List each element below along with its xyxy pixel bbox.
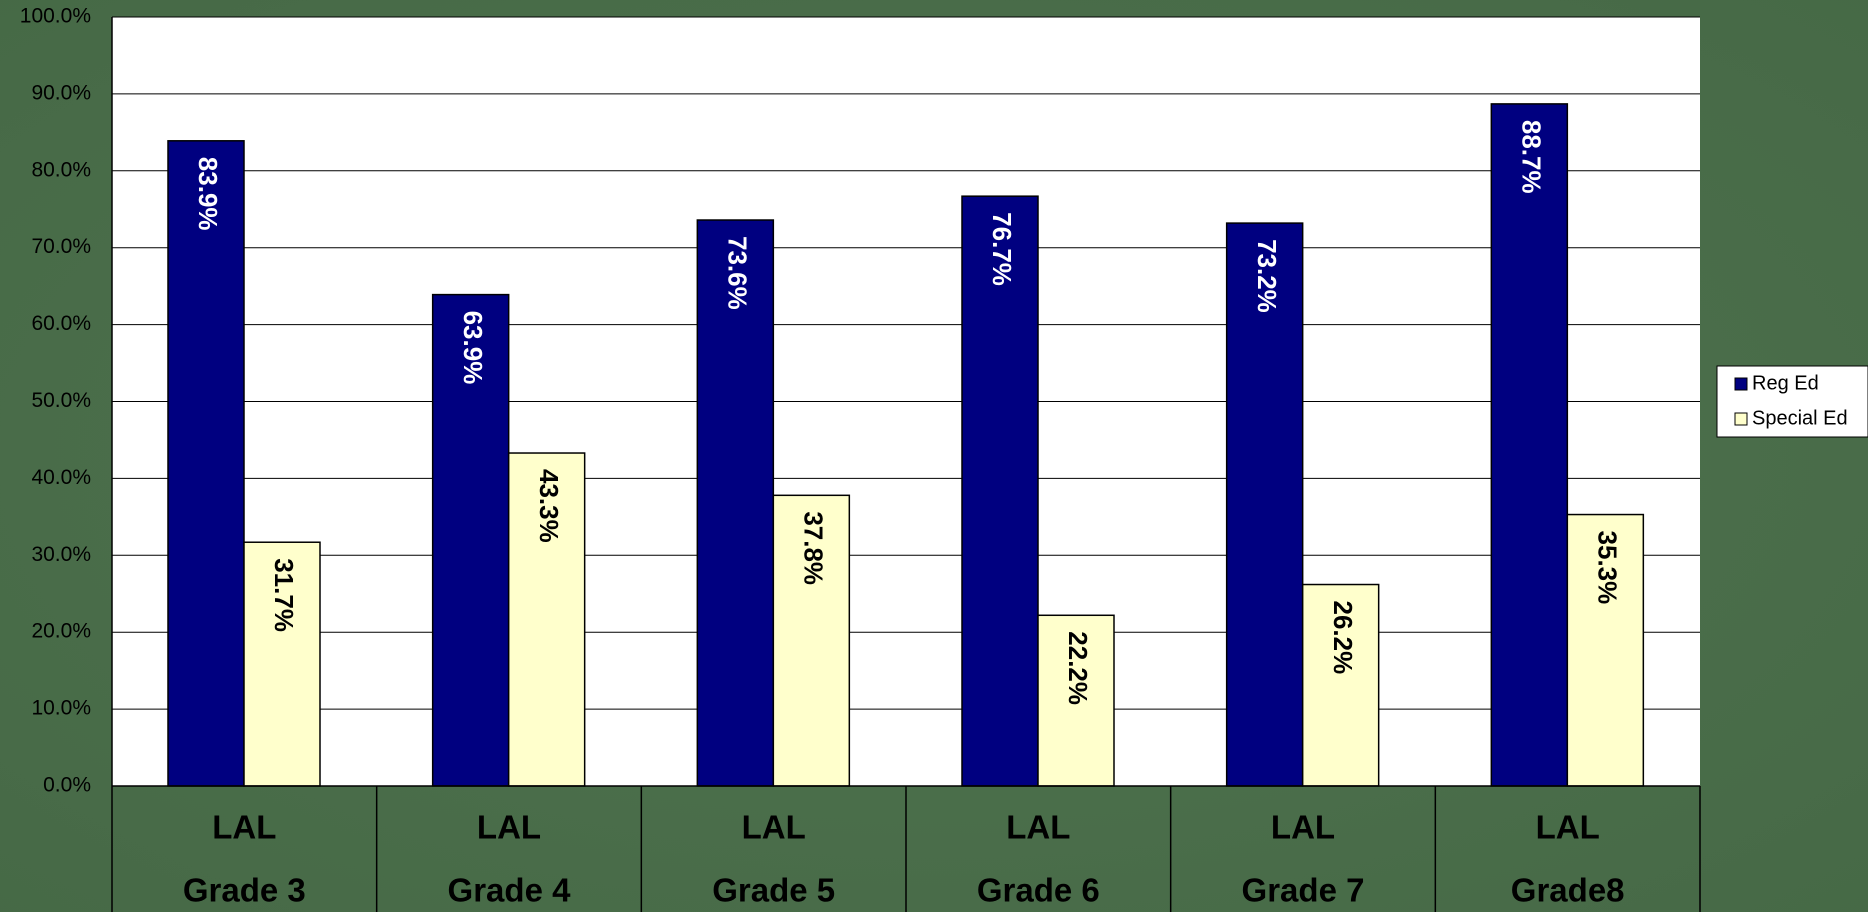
bar — [1037, 614, 1115, 787]
data-label: 83.9% — [193, 157, 223, 231]
y-tick-label: 20.0% — [31, 620, 91, 643]
bar — [243, 541, 321, 787]
x-tick-label: LAL — [1536, 809, 1600, 846]
bar — [696, 219, 775, 787]
x-tick-label: Grade 7 — [1242, 872, 1365, 909]
bar — [772, 494, 851, 787]
legend-label: Reg Ed — [1752, 372, 1819, 394]
bar — [961, 195, 1039, 787]
bar — [1225, 222, 1304, 787]
bar — [1301, 583, 1380, 787]
data-label: 73.2% — [1252, 239, 1282, 313]
legend-label: Special Ed — [1752, 407, 1848, 429]
legend-swatch — [1734, 377, 1748, 391]
data-label: 88.7% — [1516, 120, 1546, 194]
x-tick-label: LAL — [742, 809, 806, 846]
x-tick-label: Grade8 — [1511, 872, 1625, 909]
x-tick-label: LAL — [1271, 809, 1335, 846]
y-tick-label: 30.0% — [31, 543, 91, 566]
x-tick-label: LAL — [1006, 809, 1070, 846]
data-label: 22.2% — [1063, 631, 1093, 705]
y-tick-label: 100.0% — [20, 5, 91, 28]
x-tick-label: Grade 4 — [448, 872, 572, 909]
y-tick-label: 60.0% — [31, 312, 91, 335]
data-label: 37.8% — [798, 511, 828, 585]
data-label: 31.7% — [269, 558, 299, 632]
data-label: 76.7% — [987, 212, 1017, 286]
y-tick-label: 80.0% — [31, 158, 91, 181]
data-label: 35.3% — [1592, 531, 1622, 605]
data-label: 26.2% — [1328, 601, 1358, 675]
x-tick-label: Grade 6 — [977, 872, 1100, 909]
x-tick-label: LAL — [477, 809, 541, 846]
y-tick-label: 70.0% — [31, 235, 91, 258]
data-label: 63.9% — [458, 311, 488, 385]
x-tick-label: Grade 3 — [183, 872, 306, 909]
y-tick-label: 90.0% — [31, 81, 91, 104]
y-tick-label: 50.0% — [31, 389, 91, 412]
y-tick-label: 10.0% — [31, 697, 91, 720]
x-tick-label: Grade 5 — [712, 872, 835, 909]
bar — [1490, 103, 1569, 787]
y-tick-label: 40.0% — [31, 466, 91, 489]
data-label: 43.3% — [534, 469, 564, 543]
bar — [167, 140, 245, 787]
legend-swatch — [1734, 412, 1748, 426]
y-tick-label: 0.0% — [43, 774, 91, 797]
data-label: 73.6% — [722, 236, 752, 310]
x-tick-label: LAL — [212, 809, 276, 846]
